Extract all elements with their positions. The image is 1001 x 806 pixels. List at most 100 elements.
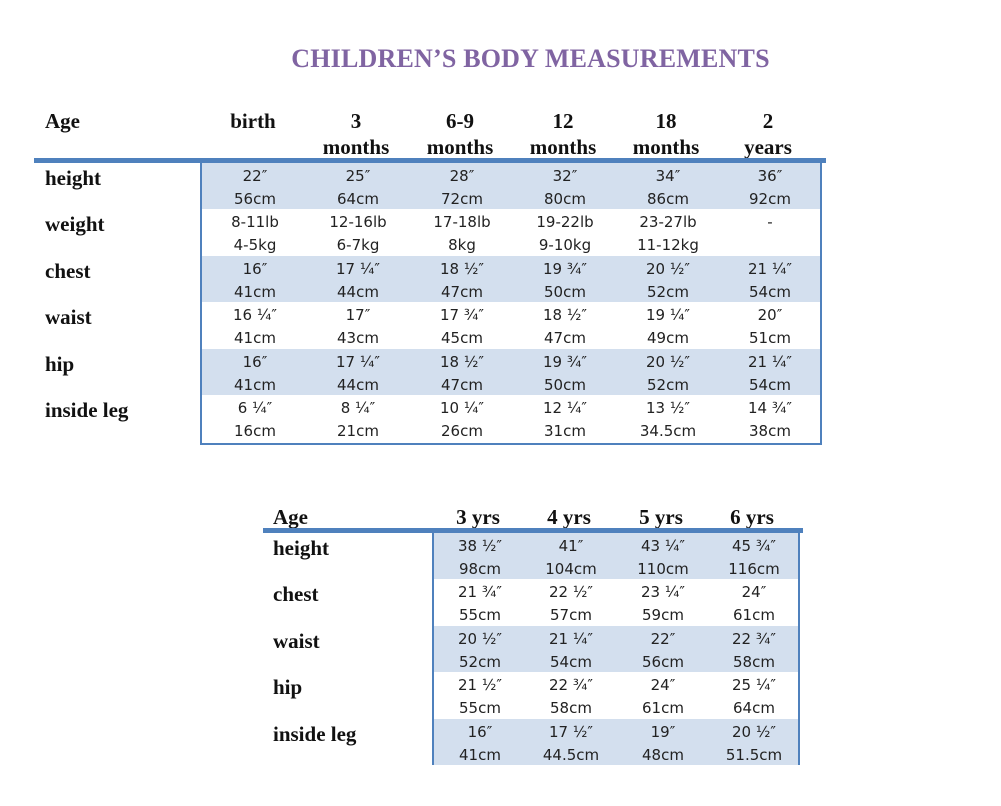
table-cell: 19″ 48cm [611, 719, 715, 765]
table-row: 16″ 41cm 17 ¼″ 44cm 18 ½″ 47cm 19 ¾″ 50cm 20 ½″ 5… [202, 348, 820, 395]
column-header: 6 yrs [730, 505, 774, 529]
table-cell: 21 ¼″ 54cm [718, 256, 822, 302]
table-cell: 16″ 41cm [203, 349, 307, 395]
cell-imperial: 21 ¾″ [458, 583, 502, 602]
cell-imperial: 34″ [655, 167, 681, 185]
column-header: 3 months [296, 108, 416, 160]
table-cell: 24″ 61cm [702, 579, 806, 625]
table-cell: 41″ 104cm [519, 533, 623, 579]
cell-imperial: 20 ½″ [646, 352, 690, 371]
cell-imperial: 23-27lb [639, 213, 697, 232]
cell-imperial: 18 ½″ [440, 259, 484, 278]
table-cell: 32″ 80cm [513, 163, 617, 209]
cell-metric: 57cm [550, 606, 592, 625]
table-cell: 22″ 56cm [611, 626, 715, 672]
cell-metric: 58cm [550, 699, 592, 718]
cell-metric: 80cm [544, 190, 586, 208]
cell-metric: 58cm [733, 652, 775, 671]
table-cell: 19-22lb 9-10kg [513, 209, 617, 255]
cell-imperial: 17 ¼″ [336, 259, 380, 278]
cell-metric: 44cm [337, 375, 379, 394]
cell-imperial: 16″ [242, 352, 268, 371]
header-rule [263, 528, 803, 533]
cell-imperial: 22 ¾″ [549, 676, 593, 695]
column-header: 12 months [503, 108, 623, 160]
table-row: 21 ¾″ 55cm 22 ½″ 57cm 23 ¼″ 59cm 24″ 61cm [434, 579, 798, 625]
table-cell: 43 ¼″ 110cm [611, 533, 715, 579]
cell-imperial: 21 ¼″ [748, 259, 792, 278]
cell-imperial: 36″ [757, 167, 783, 185]
table-cell: 16 ¼″ 41cm [203, 302, 307, 348]
table-cell: 10 ¼″ 26cm [410, 395, 514, 441]
cell-metric: 34.5cm [639, 422, 697, 440]
cell-metric: 59cm [642, 606, 684, 625]
cell-metric: 52cm [459, 652, 501, 671]
table-cell: 14 ¾″ 38cm [718, 395, 822, 441]
table-cell: 18 ½″ 47cm [410, 349, 514, 395]
table-row: 16″ 41cm 17 ½″ 44.5cm 19″ 48cm 20 ½″ 51.5cm [434, 718, 798, 765]
cell-metric: 41cm [234, 375, 276, 394]
cell-imperial: 23 ¼″ [641, 583, 685, 602]
column-header-line: years [744, 135, 792, 159]
row-label: inside leg [273, 721, 357, 746]
column-header-line: birth [230, 109, 276, 133]
table-cell: 17 ¼″ 44cm [306, 349, 410, 395]
table-cell: 6 ¼″ 16cm [203, 395, 307, 441]
cell-imperial: 22 ¾″ [732, 629, 776, 648]
table-cell: 12-16lb 6-7kg [306, 209, 410, 255]
table-cell: 16″ 41cm [428, 719, 532, 765]
table-body: 38 ½″ 98cm 41″ 104cm 43 ¼″ 110cm 45 ¾″ 116cm 21 … [432, 533, 800, 765]
age-header: Age [273, 505, 308, 529]
table-cell: 22 ¾″ 58cm [702, 626, 806, 672]
cell-metric: 54cm [749, 375, 791, 394]
cell-imperial: 17 ¾″ [440, 306, 484, 325]
cell-imperial: 19″ [650, 722, 676, 741]
column-header-line: 6-9 [446, 109, 474, 133]
cell-metric: 116cm [728, 560, 780, 578]
table-cell: 21 ¾″ 55cm [428, 579, 532, 625]
table-cell: 22 ½″ 57cm [519, 579, 623, 625]
cell-metric: 26cm [441, 422, 483, 440]
page-title: CHILDREN’S BODY MEASUREMENTS [291, 44, 770, 73]
cell-imperial: 24″ [650, 676, 676, 695]
cell-imperial: 43 ¼″ [641, 537, 685, 555]
cell-imperial: 20″ [757, 306, 783, 325]
column-header: 4 yrs [547, 505, 591, 529]
cell-metric: 4-5kg [233, 236, 277, 255]
cell-metric: 31cm [544, 422, 586, 440]
table-cell: 18 ½″ 47cm [410, 256, 514, 302]
column-header-line: months [529, 135, 597, 159]
table-row: 38 ½″ 98cm 41″ 104cm 43 ¼″ 110cm 45 ¾″ 116cm [434, 533, 798, 580]
cell-imperial: 28″ [449, 167, 475, 185]
cell-metric: 41cm [234, 282, 276, 301]
cell-metric: 44cm [337, 282, 379, 301]
row-label: weight [45, 212, 105, 237]
cell-imperial: 20 ½″ [732, 722, 776, 741]
cell-imperial: 19 ¼″ [646, 306, 690, 325]
table-cell: 20″ 51cm [718, 302, 822, 348]
cell-imperial: 18 ½″ [543, 306, 587, 325]
cell-metric: 48cm [642, 745, 684, 764]
cell-imperial: 21 ¼″ [549, 629, 593, 648]
cell-imperial: 22″ [650, 629, 676, 648]
cell-metric: 110cm [637, 560, 689, 578]
cell-imperial: 14 ¾″ [748, 399, 792, 417]
table-row: 22″ 56cm 25″ 64cm 28″ 72cm 32″ 80cm 34″ 86cm 36″ 92… [202, 163, 820, 210]
cell-metric: 61cm [642, 699, 684, 718]
row-label: hip [273, 675, 303, 700]
column-header-line: 12 [552, 109, 574, 133]
cell-imperial: 19 ¾″ [543, 259, 587, 278]
cell-metric: 47cm [441, 282, 483, 301]
table-cell: 28″ 72cm [410, 163, 514, 209]
table-cell: 25″ 64cm [306, 163, 410, 209]
cell-metric: 38cm [749, 422, 791, 440]
table-cell: 12 ¼″ 31cm [513, 395, 617, 441]
cell-imperial: 17″ [345, 306, 371, 325]
cell-metric: 44.5cm [542, 745, 600, 764]
row-label: chest [45, 258, 91, 283]
table-cell: 45 ¾″ 116cm [702, 533, 806, 579]
table-cell: 17 ¼″ 44cm [306, 256, 410, 302]
cell-imperial: 21 ¼″ [748, 352, 792, 371]
column-header: birth [193, 108, 313, 134]
table-cell: 34″ 86cm [616, 163, 720, 209]
